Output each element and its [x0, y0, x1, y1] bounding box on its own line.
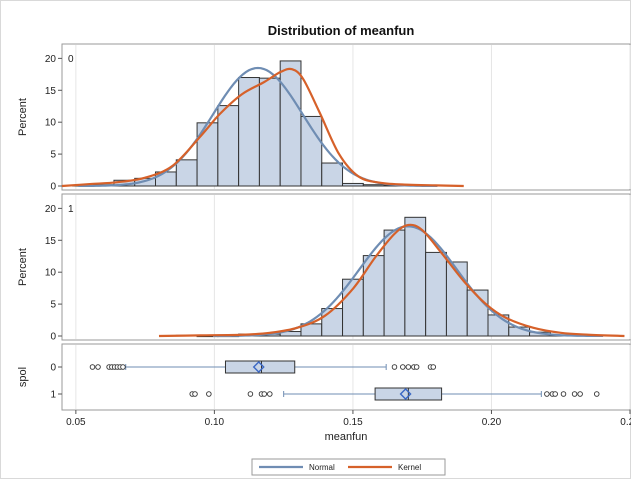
outlier-1-6 [267, 391, 273, 397]
outlier-1-5 [261, 391, 268, 397]
outlier-0-1 [95, 364, 101, 370]
histogram-bar-panel-1-bin-7 [321, 308, 344, 337]
histogram-bar-panel-1-bin-10 [383, 229, 406, 337]
y-tick-label-panel-0-0: 0 [50, 182, 56, 193]
x-tick-label-1: 0.10 [205, 417, 225, 428]
outlier-0-12 [413, 364, 420, 370]
box-0 [224, 360, 296, 374]
y-tick-label-panel-0-2: 10 [45, 118, 57, 129]
outlier-1-9 [552, 391, 558, 397]
legend-label-kernel: Kernel [398, 463, 421, 472]
y-axis-label-boxplot: spol [17, 367, 29, 387]
y-axis-label-panel-1: Percent [17, 248, 29, 286]
y-tick-label-panel-1-2: 10 [45, 268, 57, 279]
panel-boxplot [61, 343, 631, 411]
histogram-bar-panel-0-bin-7 [217, 105, 240, 187]
y-tick-label-panel-0-4: 20 [45, 54, 57, 65]
mean-marker-0 [252, 361, 265, 373]
x-tick-label-4: 0.25 [620, 417, 631, 428]
boxplots [89, 360, 600, 401]
outlier-1-12 [577, 391, 583, 397]
y-tick-label-panel-0-3: 15 [45, 86, 57, 97]
legend-label-normal: Normal [309, 463, 335, 472]
y-tick-label-panel-1-1: 5 [50, 300, 56, 311]
outlier-0-9 [400, 364, 406, 370]
outlier-0-14 [430, 364, 437, 370]
histogram-bar-panel-0-bin-13 [342, 182, 364, 187]
outlier-0-10 [405, 364, 412, 370]
histogram-bar-panel-1-bin-12 [425, 251, 447, 337]
histogram-bar-panel-0-bin-14 [362, 184, 385, 187]
panel-label-1: 1 [68, 204, 74, 215]
kernel-curve-panel-0 [61, 67, 464, 188]
histogram-bar-panel-1-bin-9 [362, 255, 385, 337]
y-tick-label-panel-1-4: 20 [45, 204, 57, 215]
outlier-1-11 [571, 391, 578, 397]
outlier-1-1 [192, 391, 198, 397]
histogram-bar-panel-1-bin-11 [404, 216, 427, 337]
outlier-1-10 [560, 391, 567, 397]
x-tick-label-3: 0.20 [482, 417, 502, 428]
histogram-bar-panel-0-bin-10 [279, 60, 302, 187]
box-y-tick-label-1: 1 [50, 390, 56, 401]
histogram-bars [71, 60, 572, 338]
panel-label-0: 0 [68, 54, 74, 65]
outlier-1-2 [206, 391, 212, 397]
outlier-1-3 [247, 391, 254, 397]
chart-title: Distribution of meanfun [268, 23, 415, 38]
y-tick-label-panel-1-3: 15 [45, 236, 57, 247]
density-curves [61, 66, 625, 338]
outlier-0-7 [120, 364, 126, 370]
outlier-0-8 [391, 364, 398, 370]
outlier-1-7 [544, 391, 550, 397]
y-tick-label-panel-1-0: 0 [50, 332, 56, 343]
histogram-bar-panel-0-bin-6 [196, 122, 219, 187]
y-axis-label-panel-0: Percent [17, 98, 29, 136]
legend: Normal Kernel [251, 458, 446, 476]
outlier-1-13 [594, 391, 600, 397]
outlier-0-0 [89, 364, 96, 370]
x-tick-label-2: 0.15 [343, 417, 363, 428]
histogram-bar-panel-0-bin-5 [175, 159, 198, 187]
vertical-gridlines [75, 45, 631, 409]
histogram-bar-panel-0-bin-12 [321, 162, 344, 187]
histogram-bar-panel-0-bin-9 [258, 77, 281, 187]
normal-curve-panel-1 [212, 225, 604, 338]
kernel-curve-panel-1 [158, 223, 625, 338]
x-tick-label-0: 0.05 [66, 417, 86, 428]
box-y-tick-label-0: 0 [50, 363, 56, 374]
y-tick-label-panel-0-1: 5 [50, 150, 56, 161]
x-axis-label: meanfun [325, 431, 368, 443]
mean-marker-1 [399, 388, 412, 400]
